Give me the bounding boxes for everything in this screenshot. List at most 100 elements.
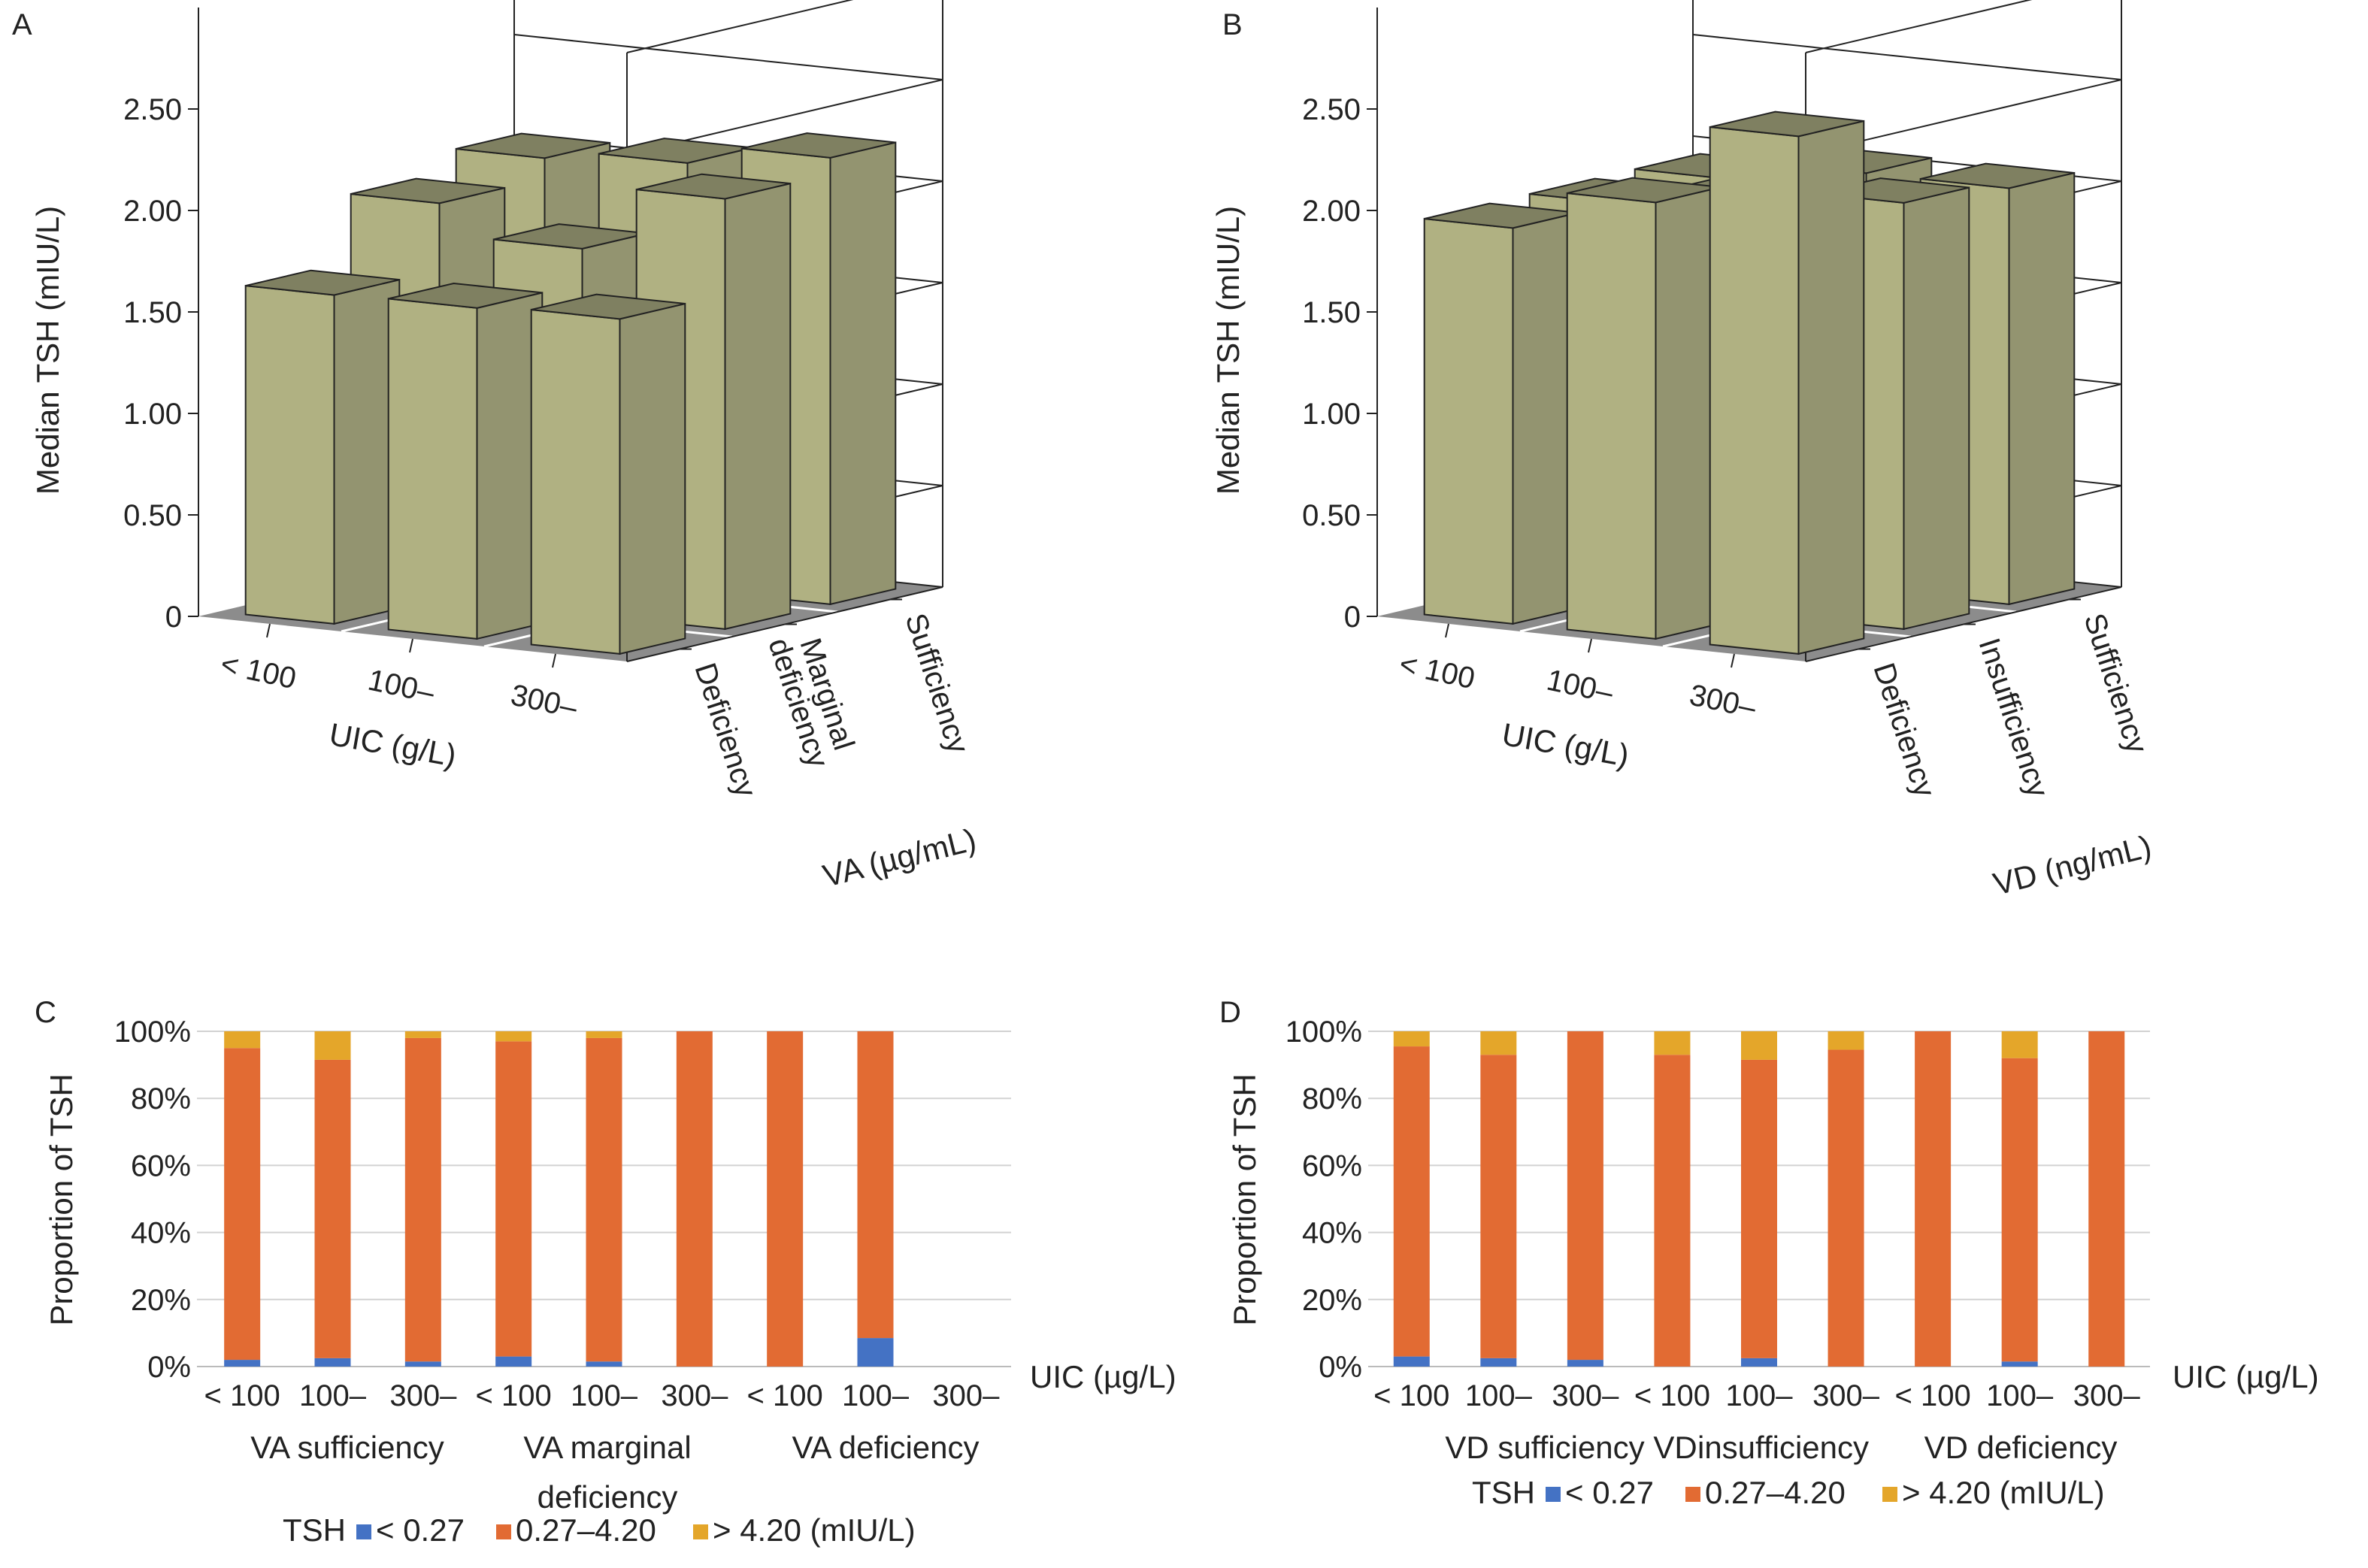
- group-label: VA sufficiency: [250, 1430, 444, 1465]
- x-category-label: 100–: [1986, 1379, 2054, 1412]
- legend-item-label: 0.27–4.20: [1705, 1475, 1846, 1510]
- bar-top-face: [456, 132, 610, 159]
- legend-item-label: < 0.27: [1565, 1475, 1654, 1510]
- y-tick-label: 40%: [131, 1217, 191, 1250]
- x-category-label: 100–: [1465, 1379, 1533, 1412]
- y-tick-label: 60%: [131, 1149, 191, 1182]
- x-category-label: 100–: [842, 1379, 910, 1412]
- panel-a-3d-chart: A 2.50 2.00 1.50 1.00 0.50 0 Median TSH (mIU/L)…: [12, 0, 980, 894]
- bar-segment-normal: [224, 1048, 261, 1361]
- bar-top-face: [1920, 162, 2075, 189]
- bar-front-face: [244, 284, 335, 625]
- y-tick-label: 60%: [1302, 1149, 1362, 1182]
- bar-segment-low: [1393, 1356, 1430, 1367]
- y-tick-label: 100%: [1285, 1016, 1362, 1049]
- bar-segment-high: [1827, 1031, 1864, 1050]
- x-category-label: < 100: [1634, 1379, 1710, 1412]
- x-tick-mark: [409, 638, 413, 653]
- y-tick-label: 20%: [1302, 1284, 1362, 1317]
- wall-grid-line: [1805, 0, 2033, 53]
- x-category-label: 100–: [365, 664, 438, 710]
- x-axis-title: UIC (µg/L): [1030, 1359, 1176, 1394]
- bar-3d: [387, 282, 544, 640]
- bar-front-face: [387, 298, 478, 640]
- legend-swatch: [1685, 1487, 1700, 1502]
- y-tick-label: 2.50: [1302, 93, 1361, 126]
- x-category-label: 300–: [1687, 679, 1760, 725]
- wall-grid-line: [513, 34, 943, 155]
- bar-segment-normal: [1393, 1046, 1430, 1357]
- bar-segment-high: [1393, 1031, 1430, 1047]
- legend-title: TSH: [283, 1512, 346, 1548]
- bar-segment-low: [404, 1361, 441, 1367]
- x-category-label: 300–: [1812, 1379, 1880, 1412]
- z-axis-title: VD (ng/mL): [1990, 828, 2155, 902]
- bar-segment-normal: [1654, 1055, 1691, 1367]
- y-axis-title: Proportion of TSH: [1227, 1073, 1262, 1325]
- y-tick-label: 0: [165, 601, 182, 634]
- panel-d-stacked-chart: D 100% 80% 60% 40% 20% 0% Proportion of TSH < 10…: [1219, 996, 2319, 1510]
- x-category-label: < 100: [747, 1379, 823, 1412]
- bar-side-face: [1903, 186, 1970, 631]
- z-category-label: Sufficiency: [2077, 610, 2153, 758]
- bar-front-face: [1423, 217, 1514, 625]
- bar-top-face: [245, 269, 400, 296]
- panel-label: D: [1219, 996, 1241, 1029]
- y-tick-label: 40%: [1302, 1217, 1362, 1250]
- bar-segment-low: [1567, 1360, 1603, 1367]
- bar-top-face: [388, 282, 543, 309]
- bar-3d: [1423, 202, 1579, 625]
- bar-side-face: [1797, 120, 1865, 655]
- legend-swatch: [1882, 1487, 1897, 1502]
- y-tick-label: 2.00: [1302, 195, 1361, 228]
- bar-segment-high: [1741, 1031, 1777, 1060]
- group-label: VD deficiency: [1924, 1430, 2118, 1465]
- x-axis-title: UIC (g/L): [1500, 716, 1632, 773]
- x-category-label: 300–: [389, 1379, 457, 1412]
- bar-segment-high: [1654, 1031, 1691, 1055]
- bar-segment-normal: [2001, 1058, 2038, 1362]
- legend-swatch: [1546, 1487, 1561, 1502]
- panel-label: A: [12, 8, 32, 41]
- bar-3d: [530, 293, 686, 655]
- bar-segment-normal: [1480, 1055, 1517, 1358]
- legend-item-label: 0.27–4.20: [516, 1512, 656, 1548]
- bar-top-face: [636, 173, 791, 200]
- bar-segment-normal: [2088, 1031, 2125, 1367]
- legend-swatch: [496, 1524, 511, 1539]
- bar-front-face: [1566, 192, 1657, 640]
- y-tick-label: 0%: [147, 1351, 191, 1384]
- bar-segment-low: [857, 1338, 894, 1367]
- legend-item-label: > 4.20 (mIU/L): [713, 1512, 916, 1548]
- y-tick-label: 0.50: [1302, 499, 1361, 532]
- bar-3d: [244, 269, 401, 625]
- x-category-label: 300–: [661, 1379, 728, 1412]
- x-category-label: 100–: [1544, 664, 1617, 710]
- bar-side-face: [724, 182, 792, 631]
- z-axis-title: VA (µg/mL): [819, 822, 980, 894]
- bar-segment-low: [224, 1360, 261, 1367]
- x-category-label: 300–: [932, 1379, 1000, 1412]
- bar-top-face: [741, 132, 896, 159]
- bar-segment-low: [586, 1361, 622, 1367]
- bar-side-face: [619, 302, 686, 655]
- y-tick-label: 0.50: [123, 499, 182, 532]
- y-tick-label: 20%: [131, 1284, 191, 1317]
- bar-side-face: [829, 141, 897, 606]
- bar-segment-low: [1741, 1358, 1777, 1367]
- bar-segment-high: [314, 1031, 351, 1060]
- x-axis-title: UIC (µg/L): [2173, 1359, 2319, 1394]
- legend-swatch: [693, 1524, 708, 1539]
- x-category-label: 300–: [1552, 1379, 1619, 1412]
- z-category-label: Insufficiency: [1972, 634, 2055, 801]
- bar-segment-low: [314, 1358, 351, 1367]
- group-label: VD sufficiency VD: [1445, 1430, 1697, 1465]
- x-category-label: 300–: [508, 679, 581, 725]
- y-tick-label: 1.50: [123, 296, 182, 329]
- bar-segment-high: [224, 1031, 261, 1049]
- x-tick-mark: [1588, 638, 1592, 653]
- panel-label: B: [1222, 8, 1243, 41]
- x-category-label: 100–: [571, 1379, 638, 1412]
- x-category-label: < 100: [218, 647, 299, 695]
